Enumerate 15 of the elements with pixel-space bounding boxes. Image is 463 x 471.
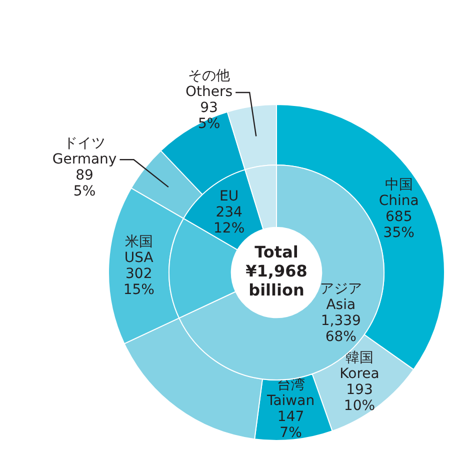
- data-label: 193 10%: [344, 382, 376, 414]
- data-label: 234 12%: [214, 204, 245, 236]
- data-label: 147 7%: [277, 409, 304, 442]
- text: Total ¥1,968 billion: [246, 242, 308, 300]
- data-label: 89 5%: [73, 167, 96, 200]
- slice-label: 中国 China: [378, 176, 419, 209]
- data-label: 685 35%: [383, 208, 414, 241]
- slice-label: アジア Asia: [320, 281, 362, 314]
- data-label: 1,339 68%: [320, 313, 361, 346]
- slice-label: EU: [220, 188, 239, 204]
- slice-label: ドイツ Germany: [52, 135, 117, 168]
- data-label: 302 15%: [123, 266, 154, 298]
- slice-label: その他 Others: [186, 68, 233, 100]
- data-label: 93 5%: [198, 100, 220, 132]
- slice-label: 米国 USA: [124, 234, 154, 266]
